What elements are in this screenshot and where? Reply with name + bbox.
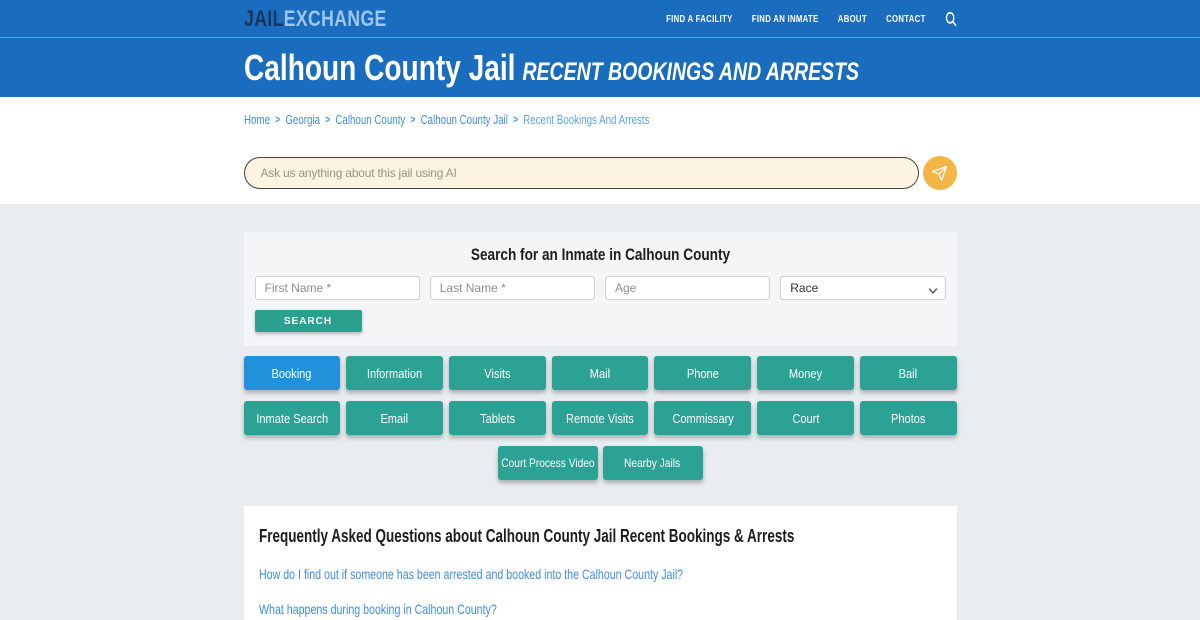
breadcrumb: Home > Georgia > Calhoun County > Calhou… — [244, 97, 779, 127]
faq-question-arrested-booked[interactable]: How do I find out if someone has been ar… — [258, 566, 683, 582]
breadcrumb-calhoun-county[interactable]: Calhoun County — [334, 112, 405, 127]
jail-action-buttons: Booking Information Visits Mail Phone Mo… — [243, 356, 957, 480]
action-button-commissary[interactable]: Commissary — [654, 401, 752, 435]
breadcrumb-georgia[interactable]: Georgia — [284, 112, 320, 127]
page-title-main: Calhoun County Jail — [243, 46, 515, 88]
breadcrumb-current-page: Recent Bookings And Arrests — [522, 112, 649, 127]
last-name-field-box — [429, 276, 595, 300]
action-buttons-row-3: Court Process Video Nearby Jails — [244, 446, 957, 480]
action-button-booking[interactable]: Booking — [243, 356, 341, 390]
race-select[interactable]: Race — [780, 276, 946, 300]
nav-links: FIND A FACILITY FIND AN INMATE ABOUT CON… — [666, 11, 957, 27]
logo-text-jail: JAIL — [243, 5, 284, 31]
action-button-nearby-jails[interactable]: Nearby Jails — [602, 446, 703, 480]
chevron-right-icon: > — [512, 113, 518, 126]
action-buttons-row-1: Booking Information Visits Mail Phone Mo… — [243, 356, 957, 390]
logo[interactable]: JAILEXCHANGE — [244, 6, 387, 32]
faq-section: Frequently Asked Questions about Calhoun… — [243, 506, 957, 620]
age-field[interactable] — [605, 276, 771, 300]
action-button-court-process-video[interactable]: Court Process Video — [497, 446, 598, 480]
action-button-remote-visits[interactable]: Remote Visits — [551, 401, 649, 435]
breadcrumb-home[interactable]: Home — [243, 112, 270, 127]
search-button[interactable]: SEARCH — [254, 310, 362, 332]
nav-link-contact[interactable]: CONTACT — [885, 12, 926, 25]
ai-send-button[interactable] — [922, 156, 957, 190]
breadcrumb-and-ai-strip: Home > Georgia > Calhoun County > Calhou… — [0, 97, 1200, 204]
main-content: Search for an Inmate in Calhoun County R… — [0, 204, 1200, 620]
action-button-bail[interactable]: Bail — [859, 356, 957, 390]
action-button-tablets[interactable]: Tablets — [448, 401, 546, 435]
action-button-email[interactable]: Email — [346, 401, 443, 435]
top-navbar: JAILEXCHANGE FIND A FACILITY FIND AN INM… — [0, 0, 1200, 38]
action-button-photos[interactable]: Photos — [859, 401, 957, 435]
page-title: Calhoun County Jail RECENT BOOKINGS AND A… — [243, 46, 859, 88]
age-field-box — [605, 276, 771, 300]
nav-link-find-an-inmate[interactable]: FIND AN INMATE — [751, 12, 819, 25]
action-button-court[interactable]: Court — [757, 401, 854, 435]
chevron-right-icon: > — [274, 113, 280, 126]
first-name-field-box — [254, 276, 420, 300]
ai-ask-bar — [243, 156, 957, 190]
action-button-phone[interactable]: Phone — [654, 356, 752, 390]
first-name-field[interactable] — [254, 276, 420, 300]
paper-plane-icon — [931, 165, 948, 182]
inmate-search-card: Search for an Inmate in Calhoun County R… — [243, 232, 957, 346]
ai-question-input[interactable] — [243, 157, 919, 189]
action-button-visits[interactable]: Visits — [448, 356, 546, 390]
race-select-box: Race — [780, 276, 946, 300]
nav-link-about[interactable]: ABOUT — [837, 12, 867, 25]
nav-link-find-a-facility[interactable]: FIND A FACILITY — [665, 12, 733, 25]
search-icon[interactable] — [945, 11, 957, 27]
page-banner: Calhoun County Jail RECENT BOOKINGS AND A… — [0, 38, 1200, 97]
action-button-inmate-search[interactable]: Inmate Search — [243, 401, 341, 435]
logo-text-exchange: EXCHANGE — [283, 5, 387, 31]
faq-question-booking-process[interactable]: What happens during booking in Calhoun C… — [258, 601, 497, 617]
inmate-search-fields: Race — [254, 276, 946, 300]
action-buttons-row-2: Inmate Search Email Tablets Remote Visit… — [243, 401, 957, 435]
breadcrumb-calhoun-county-jail[interactable]: Calhoun County Jail — [420, 112, 508, 127]
action-button-mail[interactable]: Mail — [551, 356, 649, 390]
chevron-right-icon: > — [324, 113, 330, 126]
action-button-information[interactable]: Information — [346, 356, 443, 390]
last-name-field[interactable] — [429, 276, 595, 300]
inmate-search-title: Search for an Inmate in Calhoun County — [470, 245, 730, 264]
page-title-subtitle: RECENT BOOKINGS AND ARRESTS — [521, 57, 859, 86]
action-button-money[interactable]: Money — [757, 356, 854, 390]
faq-heading: Frequently Asked Questions about Calhoun… — [258, 526, 794, 546]
chevron-right-icon: > — [410, 113, 415, 126]
